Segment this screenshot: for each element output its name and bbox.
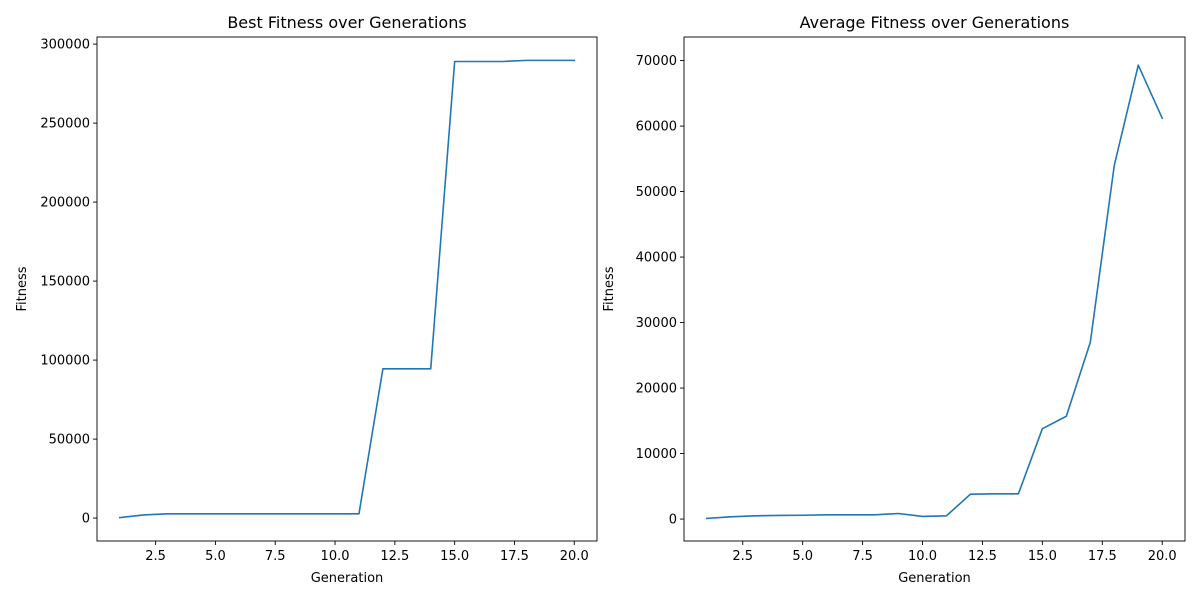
y-tick-label: 200000 [40, 196, 90, 211]
data-point [993, 492, 996, 495]
data-point [310, 512, 313, 515]
data-point [1017, 492, 1020, 495]
x-tick-label: 17.5 [1088, 549, 1117, 564]
chart-title: Average Fitness over Generations [800, 13, 1070, 32]
data-point [214, 512, 217, 515]
y-tick-label: 60000 [636, 120, 677, 135]
chart-panel-1: Best Fitness over Generations 2.5 5.0 7.5 10… [15, 13, 598, 586]
y-axis-label: Fitness [15, 266, 30, 311]
data-point [262, 512, 265, 515]
x-tick-label: 2.5 [145, 549, 166, 564]
data-point [873, 513, 876, 516]
y-tick-label: 50000 [636, 185, 677, 200]
x-tick-label: 5.0 [205, 549, 226, 564]
y-tick-label: 10000 [636, 447, 677, 462]
data-point [286, 512, 289, 515]
x-tick-label: 10.0 [321, 549, 350, 564]
data-point [705, 517, 708, 520]
data-point [1089, 341, 1092, 344]
y-tick-label: 0 [82, 512, 90, 527]
y-tick-label: 100000 [40, 354, 90, 369]
x-tick-label: 12.5 [968, 549, 997, 564]
data-point [1041, 427, 1044, 430]
data-point [453, 60, 456, 63]
plot-frame [683, 36, 1186, 542]
y-tick-label: 150000 [40, 275, 90, 290]
data-point [166, 512, 169, 515]
data-point [945, 514, 948, 517]
x-tick-label: 5.0 [792, 549, 813, 564]
data-point [729, 515, 732, 518]
data-point [753, 514, 756, 517]
series-line-1 [118, 59, 576, 519]
data-point [777, 514, 780, 517]
data-point [849, 513, 852, 516]
data-point [1113, 164, 1116, 167]
data-point [429, 367, 432, 370]
x-tick-label: 10.0 [908, 549, 937, 564]
x-tick-label: 15.0 [440, 549, 469, 564]
data-point [238, 512, 241, 515]
x-tick-label: 20.0 [560, 549, 589, 564]
data-point [921, 515, 924, 518]
data-point [825, 513, 828, 516]
data-point [334, 512, 337, 515]
data-point [142, 513, 145, 516]
data-point [1065, 415, 1068, 418]
y-tick-label: 300000 [40, 38, 90, 53]
x-axis-label: Generation [311, 571, 384, 586]
x-tick-label: 2.5 [732, 549, 753, 564]
y-axis-label: Fitness [602, 266, 617, 311]
chart-title: Best Fitness over Generations [227, 13, 466, 32]
data-point [190, 512, 193, 515]
y-tick-label: 70000 [636, 54, 677, 69]
y-tick-label: 40000 [636, 251, 677, 266]
x-tick-label: 7.5 [265, 549, 286, 564]
x-tick-label: 20.0 [1148, 549, 1177, 564]
y-tick-label: 20000 [636, 382, 677, 397]
y-tick-label: 30000 [636, 316, 677, 331]
data-point [501, 60, 504, 63]
data-point [549, 59, 552, 62]
x-tick-label: 17.5 [500, 549, 529, 564]
data-point [405, 367, 408, 370]
data-point [477, 60, 480, 63]
data-point [381, 367, 384, 370]
data-point [1161, 117, 1164, 120]
data-point [357, 512, 360, 515]
chart-panel-2: Average Fitness over Generations 2.5 5.0 7.… [602, 13, 1186, 586]
x-tick-label: 7.5 [852, 549, 873, 564]
data-point [525, 59, 528, 62]
y-tick-label: 50000 [49, 433, 90, 448]
x-axis-label: Generation [898, 571, 971, 586]
data-point [1137, 64, 1140, 67]
x-tick-label: 15.0 [1028, 549, 1057, 564]
y-tick-label: 250000 [40, 117, 90, 132]
series-line-1 [705, 64, 1164, 520]
plot-frame [96, 36, 598, 542]
data-point [573, 59, 576, 62]
data-point [118, 516, 121, 519]
x-tick-label: 12.5 [380, 549, 409, 564]
y-tick-label: 0 [669, 513, 677, 528]
data-point [969, 493, 972, 496]
data-point [801, 514, 804, 517]
data-point [897, 512, 900, 515]
